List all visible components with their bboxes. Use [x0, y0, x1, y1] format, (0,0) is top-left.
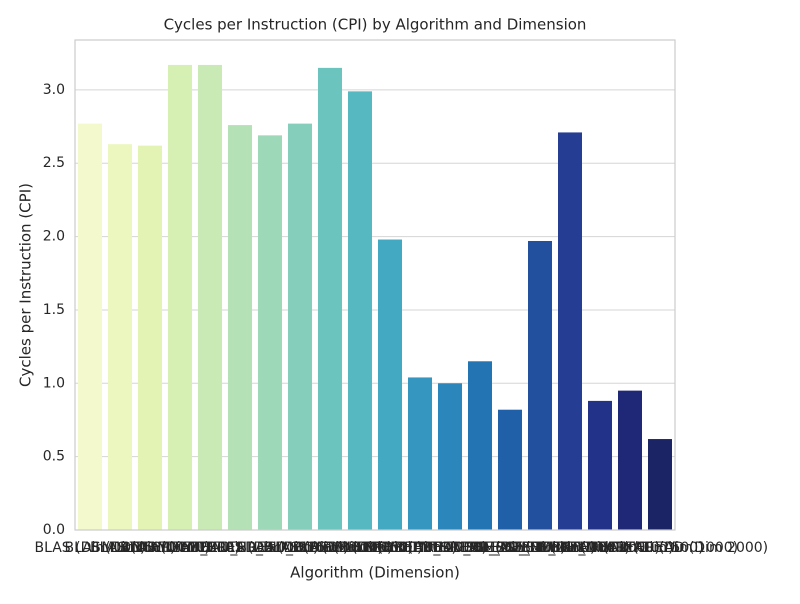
- x-tick-label: SSE_MULTITHREAD (Dim 500): [496, 540, 703, 556]
- x-tick-label: MULTITHREAD_BLAS (Dim 2000): [187, 540, 413, 556]
- plot-frame: [74, 39, 676, 531]
- x-tick-label: SIMPLE (Dim 500): [297, 540, 422, 556]
- bar: [108, 144, 132, 530]
- y-axis-label: Cycles per Instruction (CPI): [17, 183, 35, 387]
- bar: [258, 135, 282, 530]
- y-tick-label: 3.0: [43, 82, 65, 98]
- bar: [138, 145, 162, 531]
- y-tick-label: 2.5: [43, 155, 65, 171]
- bar: [498, 409, 522, 530]
- y-tick-label: 1.0: [43, 375, 65, 391]
- bar: [348, 91, 372, 531]
- y-tick-label: 0.0: [43, 522, 65, 538]
- bar: [198, 64, 222, 530]
- x-tick-label: SIMPLE (Dim 2000): [353, 540, 487, 556]
- x-tick-label: MULTITHREAD_BLAS (Dim 1000): [157, 540, 383, 556]
- x-tick-label: SSE_MULTITHREAD (Dim 1000): [522, 540, 738, 556]
- x-tick-label: SIMPLE (Dim 100): [267, 540, 392, 556]
- bar: [78, 123, 102, 531]
- x-tick-label: BLAS (Dim 2000): [120, 540, 240, 556]
- x-tick-label: BLAS (Dim 1000): [90, 540, 210, 556]
- bar: [648, 439, 672, 530]
- bar: [468, 361, 492, 530]
- bar: [168, 64, 192, 530]
- x-tick-label: MULTITHREAD_SIMPLE (Dim 1000): [390, 540, 630, 556]
- y-tick-label: 1.5: [43, 302, 65, 318]
- x-tick-label: MULTITHREAD_BLAS (Dim 100): [102, 540, 319, 556]
- x-tick-label: BLAS (Dim 500): [64, 540, 175, 556]
- bar: [408, 377, 432, 530]
- bar: [528, 240, 552, 530]
- bar: [378, 239, 402, 530]
- bar: [438, 383, 462, 530]
- bar: [318, 67, 342, 530]
- bar: [288, 123, 312, 531]
- x-tick-label: SSE_MULTITHREAD (Dim 100): [466, 540, 673, 556]
- x-tick-label: MULTITHREAD_BLAS (Dim 500): [132, 540, 349, 556]
- x-tick-label: SSE_MULTITHREAD (Dim 2000): [552, 540, 768, 556]
- bar: [228, 125, 252, 531]
- bar: [618, 390, 642, 530]
- y-tick-label: 2.0: [43, 229, 65, 245]
- x-axis-label: Algorithm (Dimension): [290, 564, 460, 582]
- x-tick-label: BLAS (Dim 100): [34, 540, 145, 556]
- x-tick-label: MULTITHREAD_SIMPLE (Dim 500): [365, 540, 596, 556]
- bar: [588, 400, 612, 530]
- x-tick-label: MULTITHREAD_SIMPLE (Dim 100): [335, 540, 566, 556]
- x-tick-label: SIMPLE (Dim 1000): [323, 540, 457, 556]
- y-tick-label: 0.5: [43, 449, 65, 465]
- chart-title: Cycles per Instruction (CPI) by Algorith…: [164, 16, 587, 34]
- bar: [558, 132, 582, 530]
- x-tick-label: MULTITHREAD_SIMPLE (Dim 2000): [420, 540, 660, 556]
